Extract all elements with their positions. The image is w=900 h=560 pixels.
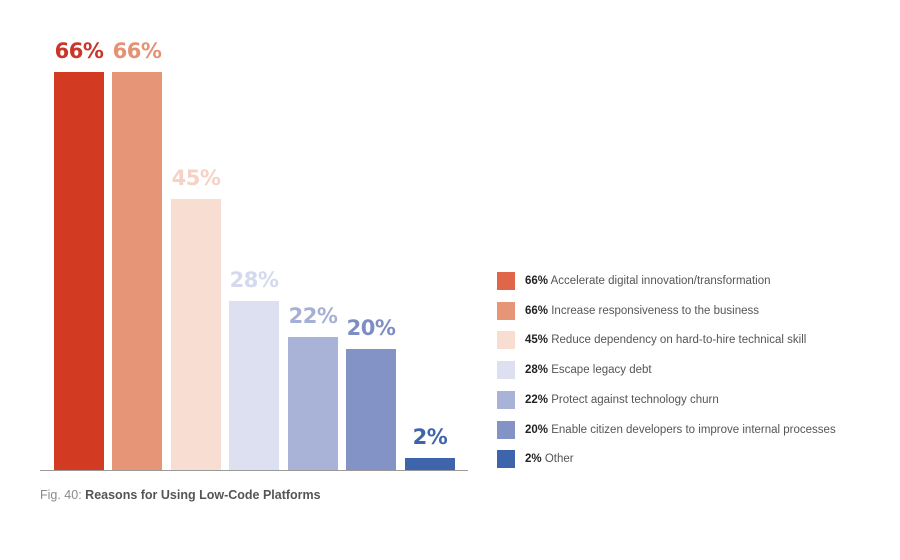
legend-swatch: [497, 272, 515, 290]
legend-text: 45% Reduce dependency on hard-to-hire te…: [525, 332, 806, 348]
bar-value-label: 45%: [171, 166, 221, 190]
legend-label: Other: [544, 453, 574, 465]
legend-label: Escape legacy debt: [551, 364, 652, 376]
legend-text: 28% Escape legacy debt: [525, 362, 652, 378]
legend-swatch: [497, 421, 515, 439]
legend-percent: 45%: [525, 334, 549, 346]
bar: [171, 199, 221, 470]
caption-title: Reasons for Using Low-Code Platforms: [85, 488, 321, 502]
legend-text: 22% Protect against technology churn: [525, 392, 719, 408]
figure-caption: Fig. 40: Reasons for Using Low-Code Plat…: [40, 488, 321, 502]
legend-percent: 20%: [525, 424, 549, 436]
bar: [405, 458, 455, 470]
legend-label: Protect against technology churn: [551, 394, 719, 406]
legend-label: Accelerate digital innovation/transforma…: [550, 275, 771, 287]
caption-prefix: Fig. 40:: [40, 488, 86, 502]
bar: [288, 337, 338, 470]
legend-swatch: [497, 331, 515, 349]
bar-value-label: 28%: [229, 268, 279, 292]
bar: [54, 72, 104, 470]
legend-swatch: [497, 391, 515, 409]
legend-percent: 66%: [525, 305, 549, 317]
legend-swatch: [497, 361, 515, 379]
bar: [346, 349, 396, 470]
x-axis-line: [40, 470, 468, 471]
legend-text: 20% Enable citizen developers to improve…: [525, 422, 836, 438]
bar-value-label: 22%: [288, 304, 338, 328]
legend-swatch: [497, 302, 515, 320]
legend-percent: 66%: [525, 275, 549, 287]
legend-percent: 28%: [525, 364, 549, 376]
bar-value-label: 20%: [346, 316, 396, 340]
bar-value-label: 66%: [54, 39, 104, 63]
bar-value-label: 66%: [112, 39, 162, 63]
legend-label: Reduce dependency on hard-to-hire techni…: [551, 334, 807, 346]
legend-text: 66% Increase responsiveness to the busin…: [525, 303, 759, 319]
bar: [229, 301, 279, 470]
legend-text: 66% Accelerate digital innovation/transf…: [525, 273, 771, 289]
bar-value-label: 2%: [412, 425, 448, 449]
legend-text: 2% Other: [525, 451, 574, 467]
legend-label: Increase responsiveness to the business: [551, 305, 759, 317]
legend-percent: 22%: [525, 394, 549, 406]
bar: [112, 72, 162, 470]
legend-percent: 2%: [525, 453, 542, 465]
legend-swatch: [497, 450, 515, 468]
legend-label: Enable citizen developers to improve int…: [551, 424, 836, 436]
